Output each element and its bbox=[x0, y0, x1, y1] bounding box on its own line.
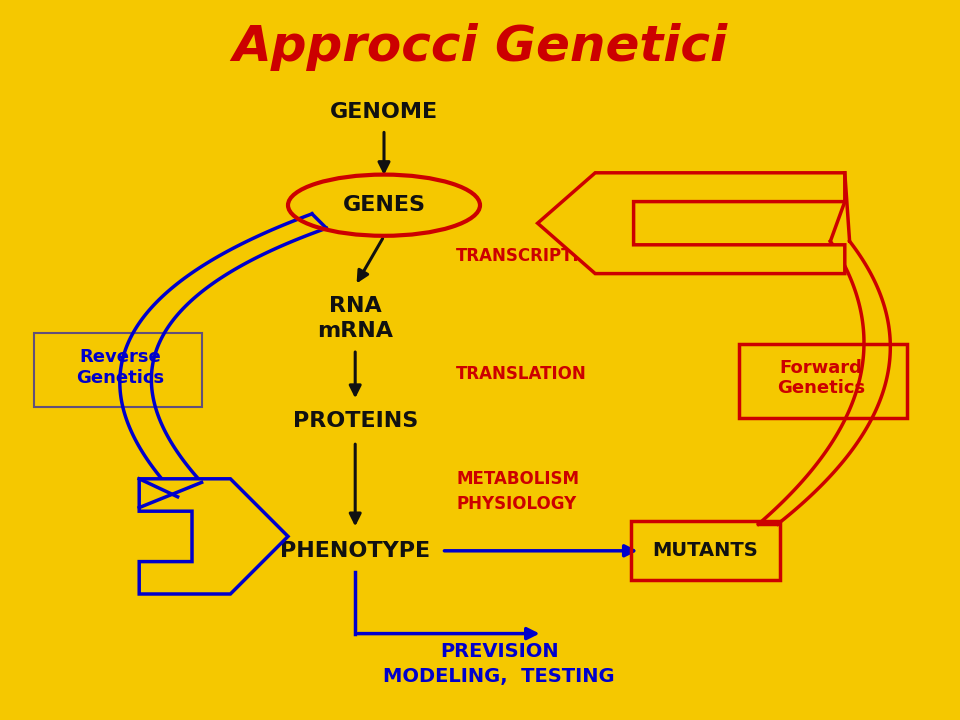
Text: RNA: RNA bbox=[329, 296, 381, 316]
Polygon shape bbox=[139, 479, 288, 594]
Text: PREVISION: PREVISION bbox=[440, 642, 559, 661]
Text: GENES: GENES bbox=[343, 195, 425, 215]
Text: Approcci Genetici: Approcci Genetici bbox=[232, 23, 728, 71]
Text: PHENOTYPE: PHENOTYPE bbox=[280, 541, 430, 561]
Text: PROTEINS: PROTEINS bbox=[293, 411, 418, 431]
Text: TRANSCRIPTION: TRANSCRIPTION bbox=[456, 246, 608, 264]
Text: TRANSLATION: TRANSLATION bbox=[456, 366, 587, 383]
Polygon shape bbox=[538, 173, 845, 274]
Text: Reverse
Genetics: Reverse Genetics bbox=[76, 348, 164, 387]
Text: GENOME: GENOME bbox=[330, 102, 438, 122]
Text: Forward
Genetics: Forward Genetics bbox=[777, 359, 865, 397]
Text: mRNA: mRNA bbox=[317, 321, 394, 341]
Text: MODELING,  TESTING: MODELING, TESTING bbox=[383, 667, 615, 686]
Text: METABOLISM: METABOLISM bbox=[456, 469, 579, 488]
Text: PHYSIOLOGY: PHYSIOLOGY bbox=[456, 495, 576, 513]
Text: MUTANTS: MUTANTS bbox=[653, 541, 758, 560]
